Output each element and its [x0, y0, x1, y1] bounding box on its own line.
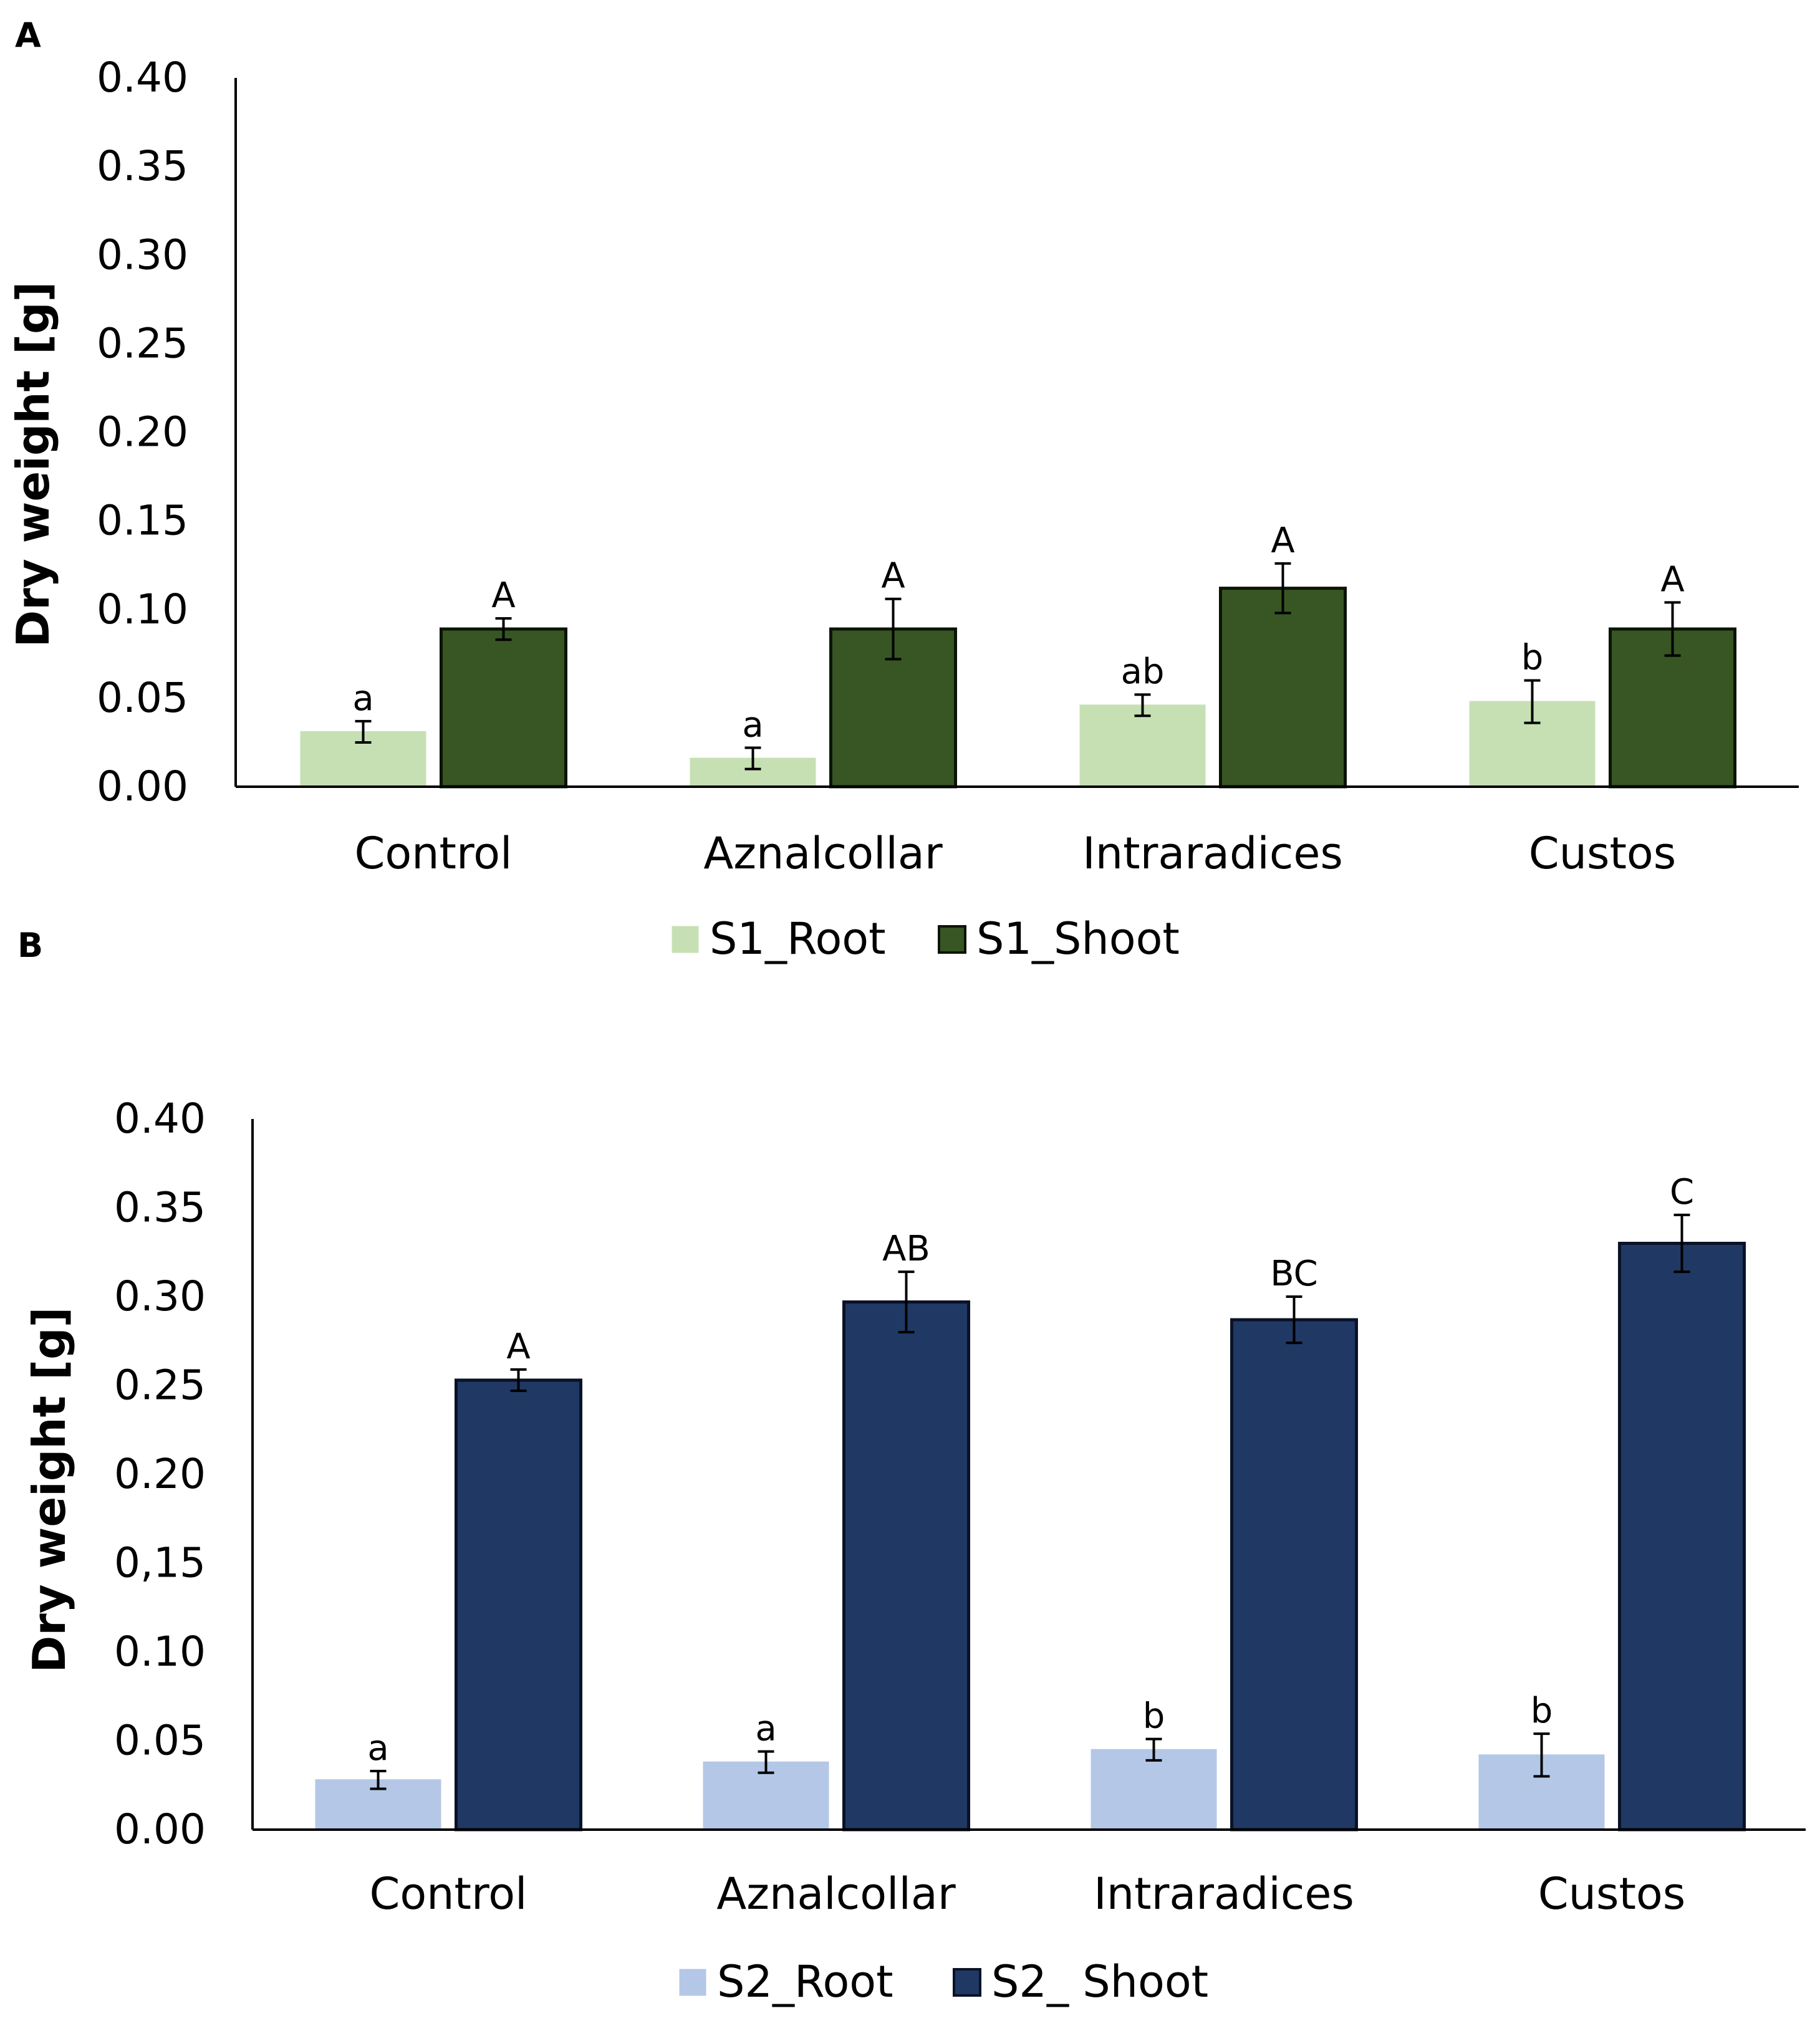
y-tick-label-a: 0.00 [97, 762, 188, 810]
error-bar [744, 746, 761, 771]
significance-label: a [742, 704, 763, 745]
x-category-label: Control [354, 828, 512, 879]
y-axis-title-b: Dry weight [g] [23, 1307, 75, 1673]
error-bar [1524, 679, 1541, 724]
legend-label: S2_ Shoot [991, 1956, 1208, 2007]
error-bar [1274, 562, 1291, 615]
error-bar [370, 1769, 387, 1790]
y-tick-label-b: 0.05 [114, 1717, 206, 1765]
panel-label-a: A [15, 16, 41, 55]
bar-s2_shoot-control [455, 1378, 582, 1832]
bar-s1_root-intraradices [1079, 704, 1206, 787]
bar-s2_shoot-aznalcollar [842, 1300, 970, 1832]
y-tick-label-b: 0.25 [114, 1361, 206, 1409]
bar-s2_shoot-intraradices [1230, 1318, 1358, 1832]
significance-label: a [367, 1728, 388, 1769]
significance-label: ab [1121, 651, 1165, 692]
significance-label: b [1531, 1691, 1553, 1731]
x-category-label: Custos [1529, 828, 1676, 879]
y-tick-label-b: 0.35 [114, 1184, 206, 1232]
x-category-label: Control [369, 1868, 527, 1919]
x-category-label: Aznalcollar [703, 828, 942, 879]
legend-swatch [938, 925, 966, 954]
significance-label: a [755, 1709, 776, 1749]
x-category-label: Intraradices [1094, 1868, 1354, 1919]
y-tick-label-a: 0.10 [97, 585, 188, 633]
y-tick-label-a: 0.20 [97, 408, 188, 456]
legend-swatch [679, 1969, 706, 1996]
significance-label: A [1271, 521, 1294, 561]
y-tick-label-b: 0.30 [114, 1272, 206, 1320]
error-bar [1134, 693, 1151, 718]
legend-b: S2_Root S2_ Shoot [679, 1956, 1208, 2007]
significance-label: b [1521, 637, 1544, 678]
legend-swatch [953, 1968, 981, 1997]
significance-label: A [881, 556, 905, 597]
legend-swatch [672, 926, 699, 953]
legend-label: S1_Root [710, 913, 886, 964]
significance-label: AB [882, 1229, 930, 1269]
error-bar [758, 1750, 774, 1774]
y-tick-label-a: 0.05 [97, 674, 188, 722]
significance-label: b [1143, 1696, 1165, 1737]
error-bar [1145, 1737, 1162, 1762]
legend-label: S1_Shoot [976, 913, 1180, 964]
y-tick-label-b: 0.20 [114, 1450, 206, 1498]
bar-s1_shoot-control [440, 627, 567, 789]
plot-area-b: 0.00 0.05 0.10 0,15 0.20 0.25 0.30 0.35 0.40 a a b b… [114, 1095, 1806, 2007]
y-tick-label-b: 0.10 [114, 1628, 206, 1676]
bar-s2_shoot-custos [1618, 1242, 1746, 1832]
y-tick-label-a: 0.40 [97, 54, 188, 102]
y-tick-label-b: 0,15 [114, 1539, 206, 1587]
legend-label: S2_Root [717, 1956, 893, 2007]
error-bar [355, 719, 372, 744]
error-bar [495, 617, 512, 641]
x-category-label: Intraradices [1082, 828, 1343, 879]
error-bar [510, 1368, 527, 1393]
significance-label: C [1670, 1172, 1694, 1212]
error-bar [1533, 1732, 1550, 1778]
y-tick-label-b: 0.40 [114, 1095, 206, 1143]
y-tick-label-b: 0.00 [114, 1805, 206, 1853]
y-axis-title-a: Dry weight [g] [7, 282, 59, 648]
x-category-label: Aznalcollar [716, 1868, 955, 1919]
bar-s1_shoot-intraradices [1219, 587, 1347, 789]
y-tick-label-a: 0.25 [97, 319, 188, 367]
significance-label: A [1660, 559, 1684, 600]
plot-area-a: 0.00 0.05 0.10 0.15 0.20 0.25 0.30 0.35 0.40 a a ab… [97, 54, 1799, 964]
error-bar [1664, 601, 1681, 657]
y-tick-label-a: 0.35 [97, 142, 188, 190]
significance-label: a [352, 678, 373, 719]
significance-label: A [491, 575, 515, 616]
panel-label-b: B [17, 926, 43, 965]
panel-b: B Dry weight [g] 0.00 0.05 0.10 0,15 0.20 0.2… [17, 926, 1806, 2007]
y-tick-label-a: 0.15 [97, 497, 188, 545]
legend-a: S1_Root S1_Shoot [672, 913, 1180, 964]
error-bar [885, 597, 902, 661]
significance-label: BC [1270, 1254, 1318, 1294]
error-bar [898, 1270, 915, 1333]
error-bar [1673, 1213, 1690, 1274]
y-tick-label-a: 0.30 [97, 231, 188, 279]
panel-a: A Dry weight [g] 0.00 0.05 0.10 0.15 0.20 0.2… [7, 16, 1799, 964]
x-category-label: Custos [1538, 1868, 1685, 1919]
error-bar [1286, 1295, 1302, 1345]
bar-s2_root-intraradices [1091, 1749, 1217, 1830]
significance-label: A [506, 1327, 530, 1367]
